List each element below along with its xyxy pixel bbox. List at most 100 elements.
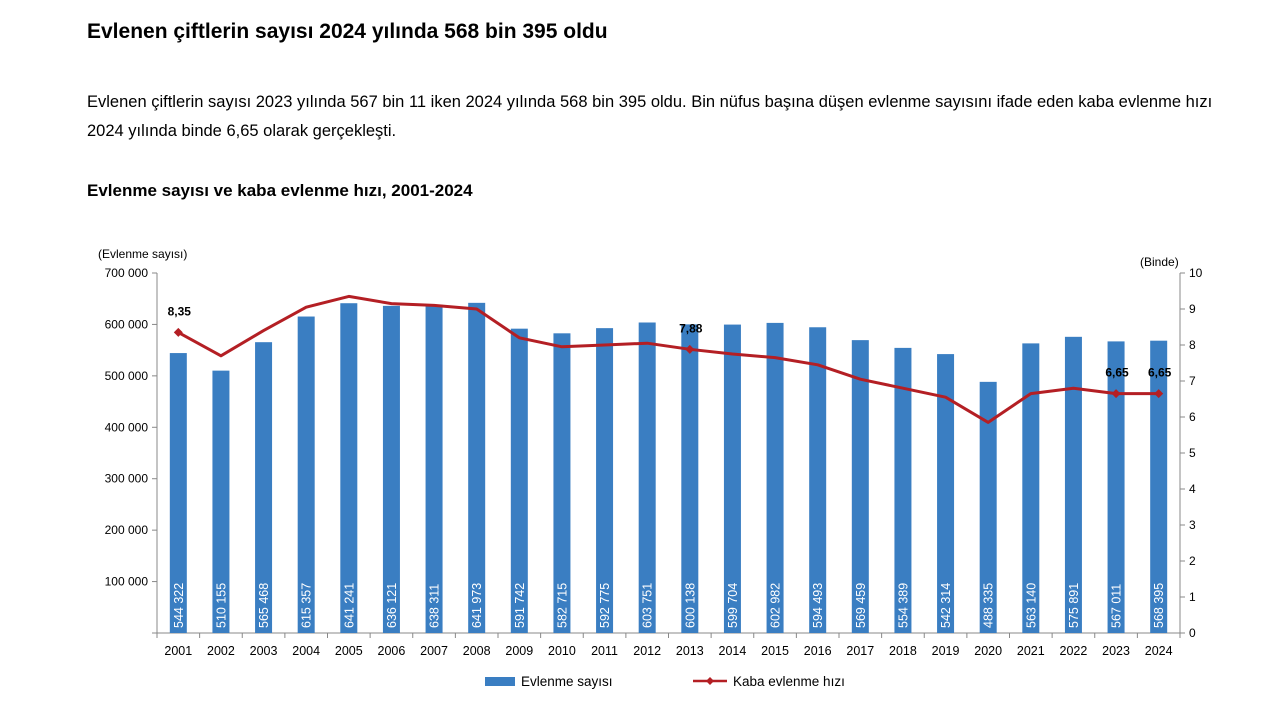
x-axis-tick-label: 2012 bbox=[633, 644, 661, 658]
x-axis-tick-label: 2022 bbox=[1060, 644, 1088, 658]
bar-evlenme-sayisi bbox=[766, 322, 784, 633]
bar-evlenme-sayisi bbox=[1150, 340, 1168, 633]
x-axis-tick-label: 2003 bbox=[250, 644, 278, 658]
bar-evlenme-sayisi bbox=[1107, 341, 1125, 633]
x-axis-tick-label: 2023 bbox=[1102, 644, 1130, 658]
line-point-label: 6,65 bbox=[1105, 366, 1129, 380]
legend-swatch-evlenme-sayisi bbox=[485, 677, 515, 686]
chart-heading: Evlenme sayısı ve kaba evlenme hızı, 200… bbox=[87, 181, 473, 200]
x-axis-tick-label: 2016 bbox=[804, 644, 832, 658]
bar-value-label: 603 751 bbox=[641, 583, 655, 628]
bar-value-label: 641 973 bbox=[470, 583, 484, 628]
x-axis-tick-label: 2004 bbox=[292, 644, 320, 658]
right-axis-tick-label: 2 bbox=[1189, 554, 1196, 568]
bar-value-label: 592 775 bbox=[598, 583, 612, 628]
bar-value-label: 641 241 bbox=[342, 583, 356, 628]
bar-value-label: 636 121 bbox=[385, 583, 399, 628]
bar-evlenme-sayisi bbox=[340, 303, 358, 633]
line-point-marker bbox=[1154, 389, 1164, 399]
line-point-label: 6,65 bbox=[1148, 366, 1172, 380]
bar-evlenme-sayisi bbox=[553, 333, 571, 633]
bar-value-label: 594 493 bbox=[811, 583, 825, 628]
bar-evlenme-sayisi bbox=[937, 354, 955, 633]
chart-legend: Evlenme sayısı Kaba evlenme hızı bbox=[485, 674, 845, 689]
x-axis-tick-label: 2007 bbox=[420, 644, 448, 658]
bar-evlenme-sayisi bbox=[212, 370, 230, 633]
bar-evlenme-sayisi bbox=[723, 324, 741, 633]
right-axis-tick-label: 7 bbox=[1189, 374, 1196, 388]
line-point-marker bbox=[173, 327, 183, 337]
right-axis-tick-label: 4 bbox=[1189, 482, 1196, 496]
line-point-label: 8,35 bbox=[168, 304, 192, 318]
bar-evlenme-sayisi bbox=[297, 316, 315, 633]
right-axis-tick-label: 9 bbox=[1189, 302, 1196, 316]
bar-value-label: 565 468 bbox=[257, 583, 271, 628]
left-axis-tick-label: 700 000 bbox=[105, 266, 149, 280]
line-kaba-evlenme-hizi bbox=[177, 294, 1159, 424]
right-axis-tick-label: 6 bbox=[1189, 410, 1196, 424]
bar-value-label: 602 982 bbox=[769, 583, 783, 628]
bar-value-label: 591 742 bbox=[513, 583, 527, 628]
bar-evlenme-sayisi bbox=[382, 305, 400, 633]
bar-evlenme-sayisi bbox=[169, 353, 187, 633]
bar-evlenme-sayisi bbox=[255, 342, 273, 633]
left-axis-tick-label: 400 000 bbox=[105, 420, 149, 434]
bar-value-label: 599 704 bbox=[726, 583, 740, 628]
bar-value-label: 510 155 bbox=[214, 583, 228, 628]
bar-evlenme-sayisi bbox=[1022, 343, 1040, 633]
x-axis-tick-label: 2017 bbox=[846, 644, 874, 658]
left-axis-tick-label: 500 000 bbox=[105, 369, 149, 383]
intro-paragraph: Evlenen çiftlerin sayısı 2023 yılında 56… bbox=[87, 93, 1213, 140]
x-axis-tick-label: 2015 bbox=[761, 644, 789, 658]
line-point-marker bbox=[1111, 389, 1121, 399]
right-axis-tick-label: 3 bbox=[1189, 518, 1196, 532]
bar-evlenme-sayisi bbox=[851, 340, 869, 633]
bar-value-label: 582 715 bbox=[555, 583, 569, 628]
bar-evlenme-sayisi bbox=[979, 381, 997, 633]
left-axis-title: (Evlenme sayısı) bbox=[98, 247, 187, 261]
x-axis-tick-label: 2008 bbox=[463, 644, 491, 658]
x-axis-tick-label: 2006 bbox=[378, 644, 406, 658]
x-axis-tick-label: 2009 bbox=[505, 644, 533, 658]
x-axis-tick-label: 2005 bbox=[335, 644, 363, 658]
x-axis-tick-label: 2020 bbox=[974, 644, 1002, 658]
bar-value-label: 575 891 bbox=[1067, 583, 1081, 628]
left-axis-tick-label: 200 000 bbox=[105, 523, 149, 537]
bar-evlenme-sayisi bbox=[681, 324, 699, 633]
bar-value-label: 638 311 bbox=[428, 584, 442, 628]
bar-evlenme-sayisi bbox=[425, 304, 443, 633]
bar-value-label: 554 389 bbox=[896, 583, 910, 628]
x-axis-tick-label: 2024 bbox=[1145, 644, 1173, 658]
legend-label-evlenme-sayisi: Evlenme sayısı bbox=[521, 674, 613, 689]
bar-value-label: 569 459 bbox=[854, 583, 868, 628]
legend-label-kaba-evlenme-hizi: Kaba evlenme hızı bbox=[733, 674, 845, 689]
bar-evlenme-sayisi bbox=[468, 302, 486, 633]
bar-evlenme-sayisi bbox=[809, 327, 827, 633]
bar-value-label: 615 357 bbox=[300, 583, 314, 628]
right-axis-tick-label: 10 bbox=[1189, 266, 1203, 280]
x-axis-tick-label: 2018 bbox=[889, 644, 917, 658]
x-axis-tick-label: 2019 bbox=[932, 644, 960, 658]
line-point-marker bbox=[685, 344, 695, 354]
right-axis-tick-label: 5 bbox=[1189, 446, 1196, 460]
bar-evlenme-sayisi bbox=[596, 328, 614, 633]
right-axis-tick-label: 1 bbox=[1189, 590, 1196, 604]
left-axis-tick-label: 100 000 bbox=[105, 575, 149, 589]
left-axis-tick-label: 600 000 bbox=[105, 317, 149, 331]
bar-value-label: 567 011 bbox=[1110, 584, 1124, 628]
x-axis-tick-label: 2002 bbox=[207, 644, 235, 658]
right-axis-tick-label: 8 bbox=[1189, 338, 1196, 352]
bar-evlenme-sayisi bbox=[510, 328, 528, 633]
x-axis-tick-label: 2001 bbox=[164, 644, 192, 658]
bar-value-label: 488 335 bbox=[982, 583, 996, 628]
legend-marker-kaba-evlenme-hizi bbox=[706, 677, 714, 685]
page-title: Evlenen çiftlerin sayısı 2024 yılında 56… bbox=[87, 20, 608, 43]
bar-evlenme-sayisi bbox=[1064, 336, 1082, 633]
right-axis-title: (Binde) bbox=[1140, 255, 1179, 269]
bar-evlenme-sayisi bbox=[638, 322, 656, 633]
x-axis-tick-label: 2014 bbox=[719, 644, 747, 658]
x-axis-tick-label: 2011 bbox=[591, 644, 618, 658]
bar-value-label: 563 140 bbox=[1024, 583, 1038, 628]
bar-value-label: 568 395 bbox=[1152, 583, 1166, 628]
